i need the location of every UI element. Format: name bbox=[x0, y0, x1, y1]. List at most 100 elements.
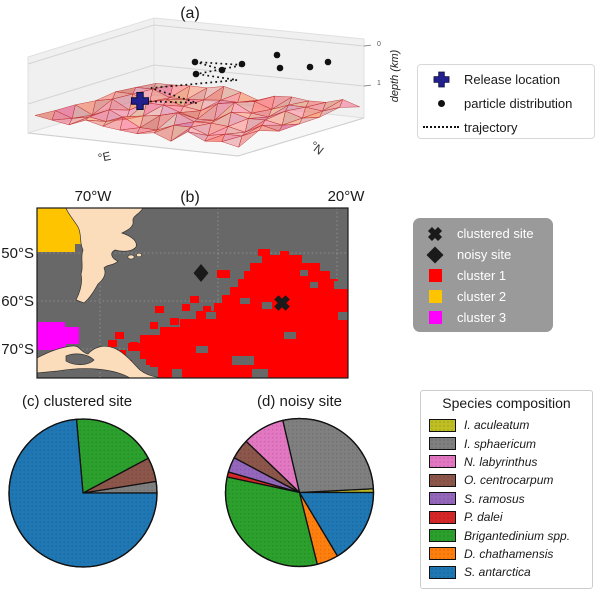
legend-row-clustered-site: clustered site bbox=[413, 223, 553, 244]
legend-row-noisy-site: noisy site bbox=[413, 244, 553, 265]
particle-dot bbox=[276, 64, 284, 72]
panel-d-title: (d) noisy site bbox=[257, 393, 343, 410]
z-tick-label-0: 0 bbox=[377, 41, 381, 48]
legend-label: noisy site bbox=[457, 247, 512, 262]
map-tick-20w: 20°W bbox=[327, 188, 365, 205]
species-row: O. centrocarpum bbox=[421, 471, 592, 489]
species-label: D. chathamensis bbox=[464, 546, 554, 561]
species-swatch bbox=[429, 473, 456, 487]
pie-wedge-hatch bbox=[282, 418, 374, 493]
land-island bbox=[127, 254, 135, 260]
legend-label: Release location bbox=[464, 71, 561, 87]
particle-dot bbox=[192, 70, 200, 78]
map-legend: clustered site noisy site cluster 1 clus… bbox=[413, 218, 553, 332]
land-antarctic-peninsula bbox=[37, 345, 163, 378]
particle-dot bbox=[238, 60, 246, 68]
bathymetry-surface bbox=[34, 82, 360, 148]
noisy-site-marker bbox=[193, 264, 209, 282]
species-label: P. dalei bbox=[464, 510, 503, 525]
panel-a-legend: Release location particle distribution t… bbox=[417, 64, 595, 139]
legend-label: cluster 2 bbox=[457, 289, 507, 304]
pie-wedge-hatch bbox=[299, 492, 338, 565]
map bbox=[36, 207, 349, 379]
species-label: S. ramosus bbox=[464, 491, 525, 506]
clustered-site-marker bbox=[274, 295, 290, 311]
species-swatch bbox=[429, 418, 456, 432]
particle-dot bbox=[324, 58, 332, 66]
species-row: P. dalei bbox=[421, 508, 592, 526]
species-row: N. labyrinthus bbox=[421, 453, 592, 471]
legend-row-release-location: Release location bbox=[418, 67, 594, 91]
species-swatch bbox=[429, 529, 456, 543]
pie-wedge-hatch bbox=[9, 419, 158, 568]
species-row: I. sphaericum bbox=[421, 434, 592, 452]
species-label: Brigantedinium spp. bbox=[464, 528, 571, 543]
land-patagonia bbox=[65, 208, 144, 304]
land-island bbox=[136, 252, 142, 258]
pie-wedge-hatch bbox=[83, 458, 157, 493]
particle-dot bbox=[191, 58, 199, 66]
species-swatch bbox=[429, 510, 456, 524]
cluster2-swatch bbox=[413, 290, 457, 303]
particle-dot-icon bbox=[418, 99, 464, 107]
species-swatch bbox=[429, 492, 456, 506]
legend-label: cluster 1 bbox=[457, 268, 507, 283]
map-tick-70s: 70°S bbox=[1, 341, 34, 358]
z-tick-0 bbox=[363, 44, 372, 47]
noisy-site-diamond-icon bbox=[413, 246, 457, 263]
pie-wedge-hatch bbox=[246, 420, 300, 493]
pie-noisy-site bbox=[224, 417, 375, 568]
legend-row-trajectory: trajectory bbox=[418, 115, 594, 139]
map-border bbox=[36, 207, 349, 379]
cluster1-holes bbox=[172, 270, 348, 378]
species-label: I. sphaericum bbox=[464, 436, 537, 451]
pie-wedge-hatch bbox=[227, 472, 300, 493]
legend-row-cluster3: cluster 3 bbox=[413, 307, 553, 328]
cluster3-region bbox=[37, 322, 79, 350]
x-axis-label-3d: °E bbox=[96, 148, 113, 166]
3d-gridline-z0 bbox=[27, 24, 365, 65]
species-row: S. antarctica bbox=[421, 563, 592, 581]
panel-a-markers bbox=[131, 51, 332, 110]
trajectory-path bbox=[139, 61, 244, 104]
species-row: Brigantedinium spp. bbox=[421, 526, 592, 544]
legend-row-cluster1: cluster 1 bbox=[413, 265, 553, 286]
map-site-markers bbox=[193, 264, 290, 311]
species-swatch bbox=[429, 547, 456, 561]
particle-dot bbox=[273, 51, 281, 59]
legend-label: trajectory bbox=[464, 119, 518, 135]
z-axis-label: depth (km) bbox=[389, 49, 401, 103]
clustered-site-x-icon bbox=[413, 226, 457, 242]
legend-label: particle distribution bbox=[464, 95, 573, 111]
species-row: D. chathamensis bbox=[421, 545, 592, 563]
release-location-plus-icon bbox=[418, 71, 464, 88]
species-swatch bbox=[429, 437, 456, 451]
species-row: I. aculeatum bbox=[421, 416, 592, 434]
species-label: I. aculeatum bbox=[464, 418, 530, 433]
panel-c-title: (c) clustered site bbox=[22, 393, 133, 410]
pie-clustered-site bbox=[8, 418, 158, 568]
species-swatch bbox=[429, 565, 456, 579]
species-legend-title: Species composition bbox=[442, 395, 571, 411]
release-location-marker bbox=[131, 92, 149, 110]
pie-wedge-hatch bbox=[234, 441, 300, 493]
pie-wedge-hatch bbox=[225, 477, 318, 567]
panel-a-3d-plot bbox=[27, 17, 372, 157]
particle-dot bbox=[218, 66, 226, 74]
map-tick-60s: 60°S bbox=[1, 293, 34, 310]
legend-row-particle-distribution: particle distribution bbox=[418, 91, 594, 115]
z-tick-1 bbox=[363, 84, 372, 87]
particle-dot bbox=[306, 63, 314, 71]
pie-wedge-hatch bbox=[76, 419, 149, 493]
cluster1-swatch bbox=[413, 269, 457, 282]
trajectory-line-icon bbox=[418, 126, 464, 128]
pie-outline bbox=[224, 417, 375, 568]
legend-label: cluster 3 bbox=[457, 310, 507, 325]
panel-a-label: (a) bbox=[180, 5, 200, 22]
pie-wedge-hatch bbox=[299, 492, 374, 556]
legend-row-cluster2: cluster 2 bbox=[413, 286, 553, 307]
legend-label: clustered site bbox=[457, 226, 534, 241]
cluster3-swatch bbox=[413, 311, 457, 324]
